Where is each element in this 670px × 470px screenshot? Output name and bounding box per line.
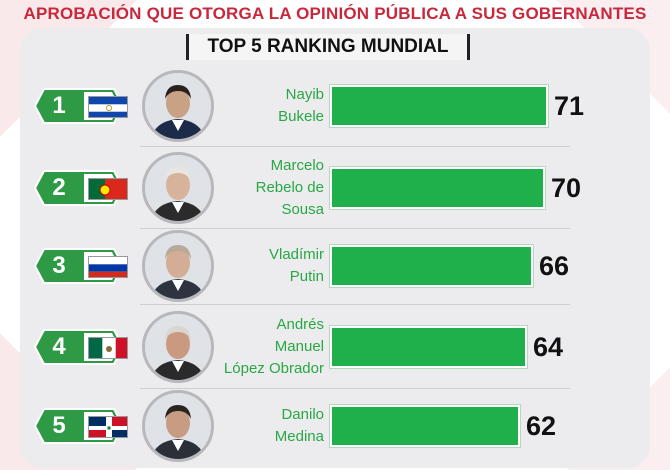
row-separator bbox=[140, 388, 570, 389]
leader-name: Nayib Bukele bbox=[214, 84, 324, 128]
bar-value-label: 70 bbox=[551, 173, 582, 203]
row-separator bbox=[140, 146, 570, 147]
row-separator bbox=[140, 304, 570, 305]
headline: APROBACIÓN QUE OTORGA LA OPINIÓN PÚBLICA… bbox=[23, 4, 647, 23]
rank-number: 1 bbox=[52, 92, 66, 119]
vladimir-putin-photo bbox=[142, 230, 214, 302]
portugal-flag bbox=[88, 178, 128, 200]
leader-name-line: Marcelo bbox=[270, 157, 324, 174]
rank-number: 5 bbox=[52, 412, 66, 439]
bar bbox=[330, 326, 527, 368]
nayib-bukele-photo bbox=[142, 70, 214, 142]
russia-flag bbox=[88, 256, 128, 278]
leader-name-line: Danilo bbox=[281, 406, 324, 423]
bar bbox=[330, 245, 533, 287]
rank-badge: 4 bbox=[34, 329, 128, 365]
leader-name-line: López Obrador bbox=[223, 360, 324, 377]
danilo-medina-photo bbox=[142, 390, 214, 462]
leader-name: Danilo Medina bbox=[214, 404, 324, 448]
bar bbox=[330, 167, 545, 209]
leader-name-line: Nayib bbox=[285, 86, 324, 103]
leader-name-line: Vladímir bbox=[268, 246, 324, 263]
leader-name-line: Putin bbox=[289, 268, 324, 285]
leader-name-line: Rebelo de bbox=[255, 179, 324, 196]
bar-value-label: 62 bbox=[526, 411, 557, 441]
leader-name-line: Andrés bbox=[276, 316, 324, 333]
lopez-obrador-photo bbox=[142, 311, 214, 383]
marcelo-rebelo-de-sousa-photo bbox=[142, 152, 214, 224]
bar-value-label: 64 bbox=[533, 332, 564, 362]
mexico-flag bbox=[88, 337, 128, 359]
leader-name: Vladímir Putin bbox=[214, 244, 324, 288]
rank-badge: 2 bbox=[34, 170, 128, 206]
el-salvador-flag bbox=[88, 96, 128, 118]
leader-name: Marcelo Rebelo de Sousa bbox=[214, 155, 324, 221]
rank-badge: 5 bbox=[34, 408, 128, 444]
subtitle: TOP 5 RANKING MUNDIAL bbox=[186, 34, 470, 60]
ranking-row: 5 Danilo Medina 62 bbox=[0, 390, 670, 462]
bar bbox=[330, 85, 548, 127]
leader-name: Andrés Manuel López Obrador bbox=[214, 314, 324, 380]
dominican-republic-flag bbox=[88, 416, 128, 438]
bar bbox=[330, 405, 520, 447]
ranking-row: 2 Marcelo Rebelo de Sousa 70 bbox=[0, 150, 670, 229]
bar-value-label: 71 bbox=[554, 91, 585, 121]
rank-number: 3 bbox=[52, 252, 66, 279]
ranking-row: 3 Vladímir Putin 66 bbox=[0, 230, 670, 305]
rank-badge: 1 bbox=[34, 88, 128, 124]
rank-number: 4 bbox=[52, 333, 66, 360]
ranking-row: 1 Nayib Bukele 71 bbox=[0, 68, 670, 147]
leader-name-line: Manuel bbox=[274, 338, 324, 355]
leader-name-line: Bukele bbox=[278, 108, 324, 125]
rank-number: 2 bbox=[52, 174, 66, 201]
bar-value-label: 66 bbox=[539, 251, 570, 281]
leader-name-line: Medina bbox=[274, 428, 324, 445]
ranking-row: 4 Andrés Manuel López Obrador 64 bbox=[0, 308, 670, 389]
row-separator bbox=[140, 228, 570, 229]
rank-badge: 3 bbox=[34, 248, 128, 284]
leader-name-line: Sousa bbox=[281, 201, 324, 218]
